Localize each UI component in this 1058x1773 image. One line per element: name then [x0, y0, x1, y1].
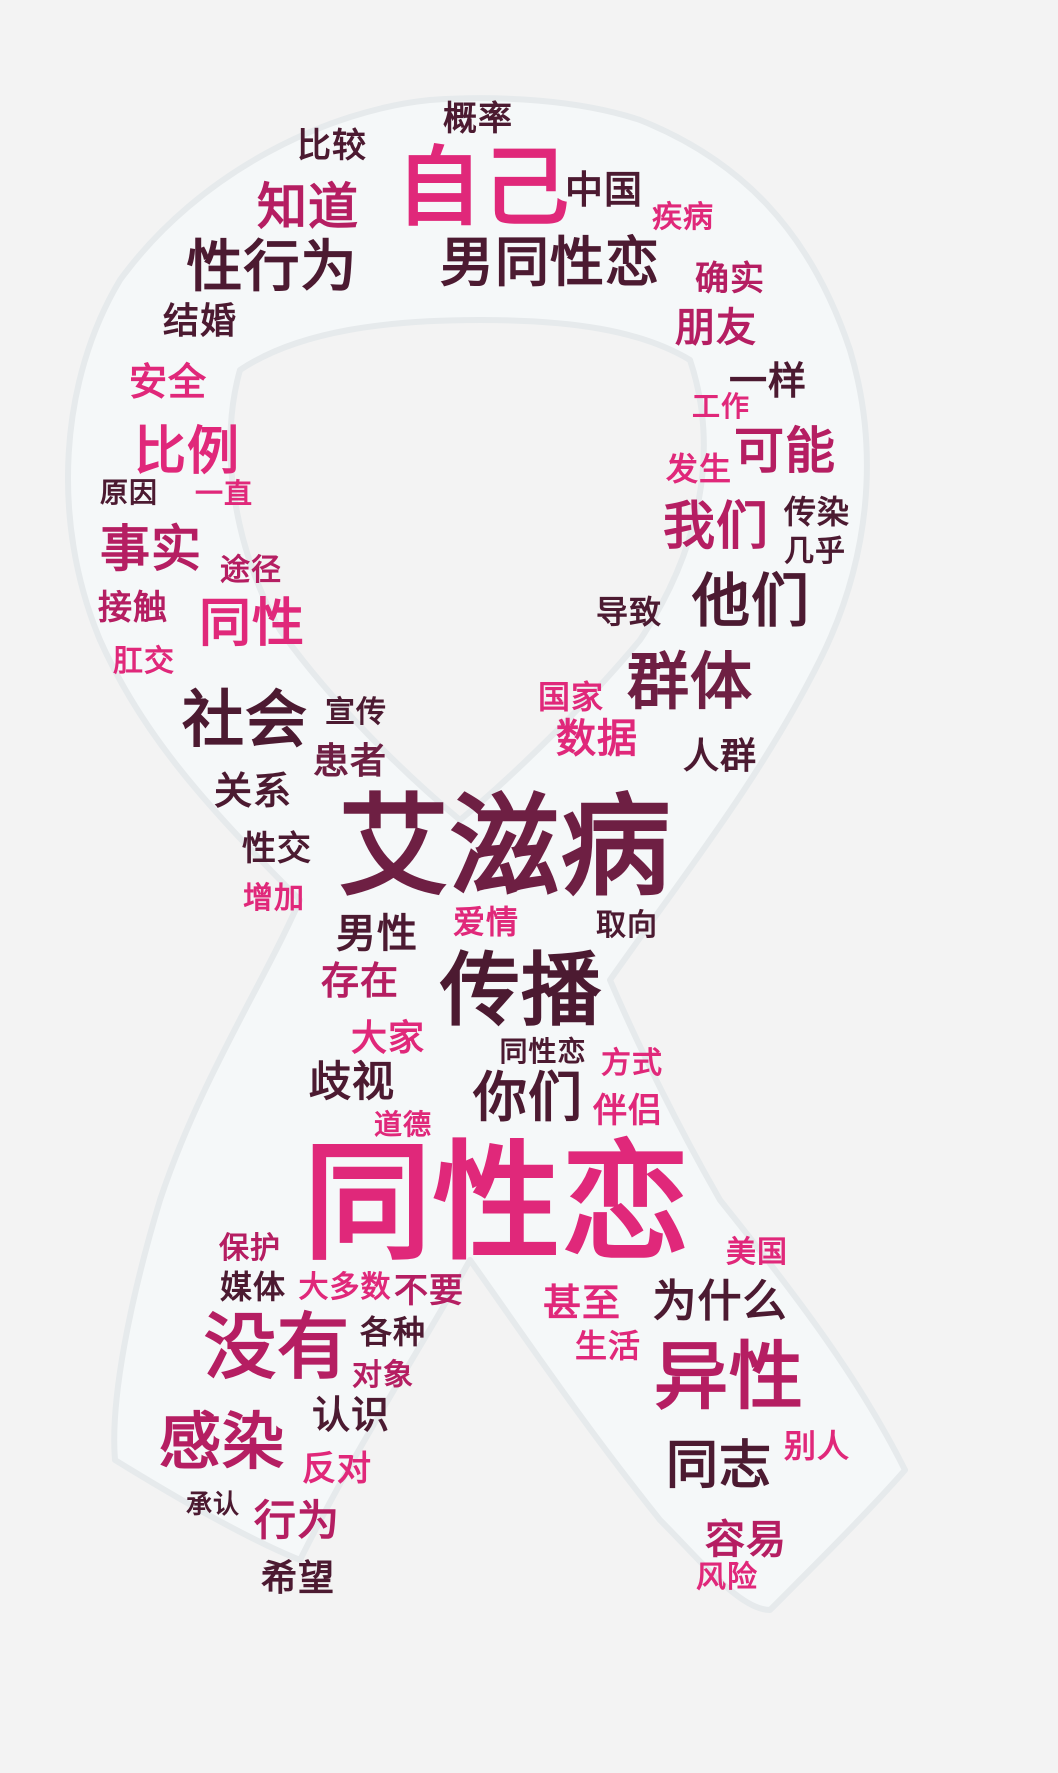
word-nantongxinglian: 男同性恋: [440, 231, 660, 294]
word-cunzai: 存在: [320, 959, 400, 1003]
word-keneng: 可能: [734, 422, 836, 480]
word-jiechu: 接触: [98, 588, 168, 628]
word-fengxian: 风险: [696, 1560, 758, 1595]
word-buyao: 不要: [394, 1271, 464, 1311]
word-huanzhe: 患者: [312, 741, 388, 782]
word-tongxinglian-large: 同性恋: [303, 1129, 691, 1278]
word-chengren: 承认: [185, 1490, 241, 1520]
word-tongxinglian-small: 同性恋: [499, 1035, 587, 1068]
word-gongzuo: 工作: [691, 390, 751, 423]
word-qishi: 歧视: [308, 1057, 396, 1106]
word-aizibing: 艾滋病: [338, 783, 672, 911]
word-tongxing: 同性: [198, 594, 306, 654]
word-daduoshu: 大多数: [298, 1270, 392, 1305]
word-shenghuo: 生活: [574, 1327, 642, 1365]
word-bijiao: 比较: [297, 126, 367, 166]
word-baohu: 保护: [219, 1231, 281, 1266]
word-qunti: 群体: [626, 645, 754, 718]
word-chuanbo: 传播: [440, 944, 602, 1037]
word-jibing: 疾病: [652, 200, 714, 235]
word-bieren: 别人: [783, 1427, 851, 1465]
word-meiti: 媒体: [219, 1268, 287, 1306]
word-xuanchuan: 宣传: [325, 695, 387, 730]
word-bili: 比例: [133, 422, 241, 482]
word-meiyou: 没有: [203, 1305, 351, 1389]
word-anquan: 安全: [128, 360, 208, 404]
word-jihu: 几乎: [784, 534, 846, 569]
word-ziji: 自己: [396, 138, 570, 238]
word-guojia: 国家: [537, 678, 605, 716]
word-xiwang: 希望: [260, 1558, 336, 1599]
word-yiyang: 一样: [728, 359, 808, 403]
word-xingxingwei: 性行为: [186, 235, 358, 300]
word-gangjiao: 肛交: [113, 644, 175, 679]
word-xingwei: 行为: [253, 1496, 341, 1545]
word-gailv: 概率: [443, 99, 513, 139]
word-yizhi: 一直: [194, 477, 254, 510]
word-fasheng: 发生: [665, 450, 733, 488]
word-banlv: 伴侣: [593, 1091, 663, 1131]
word-quxiang: 取向: [596, 908, 658, 943]
word-nimen: 你们: [473, 1066, 583, 1129]
word-shenzhi: 甚至: [542, 1281, 622, 1325]
word-shehui: 社会: [181, 683, 309, 756]
word-xingjiao: 性交: [242, 829, 312, 869]
word-rongyi: 容易: [705, 1517, 787, 1563]
word-fandui: 反对: [302, 1449, 372, 1489]
word-zhidao: 知道: [257, 178, 359, 236]
word-shuju: 数据: [556, 716, 638, 762]
word-aiqing: 爱情: [452, 903, 520, 941]
word-yixing: 异性: [654, 1334, 804, 1420]
ribbon-silhouette: [65, 95, 908, 1613]
word-ganran: 感染: [158, 1405, 286, 1478]
word-yuanyin: 原因: [99, 476, 159, 509]
word-gezhong: 各种: [359, 1313, 427, 1351]
word-tongzhi: 同志: [665, 1436, 773, 1496]
word-meiguo: 美国: [726, 1235, 788, 1270]
word-women: 我们: [662, 497, 770, 557]
word-tamen: 他们: [691, 567, 811, 635]
word-shishi: 事实: [100, 520, 202, 578]
word-renshi: 认识: [311, 1393, 391, 1437]
word-daozhi: 导致: [595, 593, 663, 631]
word-dajia: 大家: [350, 1018, 426, 1059]
word-duixiang: 对象: [352, 1358, 414, 1393]
word-weishenme: 为什么: [652, 1276, 788, 1327]
word-guanxi: 关系: [213, 769, 293, 813]
word-renqun: 人群: [682, 736, 758, 777]
word-zengjia: 增加: [243, 881, 305, 916]
word-fangshi: 方式: [601, 1046, 663, 1081]
word-chuanran: 传染: [783, 493, 851, 531]
word-pengyou: 朋友: [675, 305, 757, 351]
word-jiehun: 结婚: [162, 301, 238, 342]
word-queshi: 确实: [695, 259, 765, 299]
word-daode: 道德: [373, 1108, 433, 1141]
word-tujing: 途径: [220, 553, 282, 588]
word-zhongguo: 中国: [564, 168, 644, 212]
word-nanxing: 男性: [336, 911, 418, 957]
